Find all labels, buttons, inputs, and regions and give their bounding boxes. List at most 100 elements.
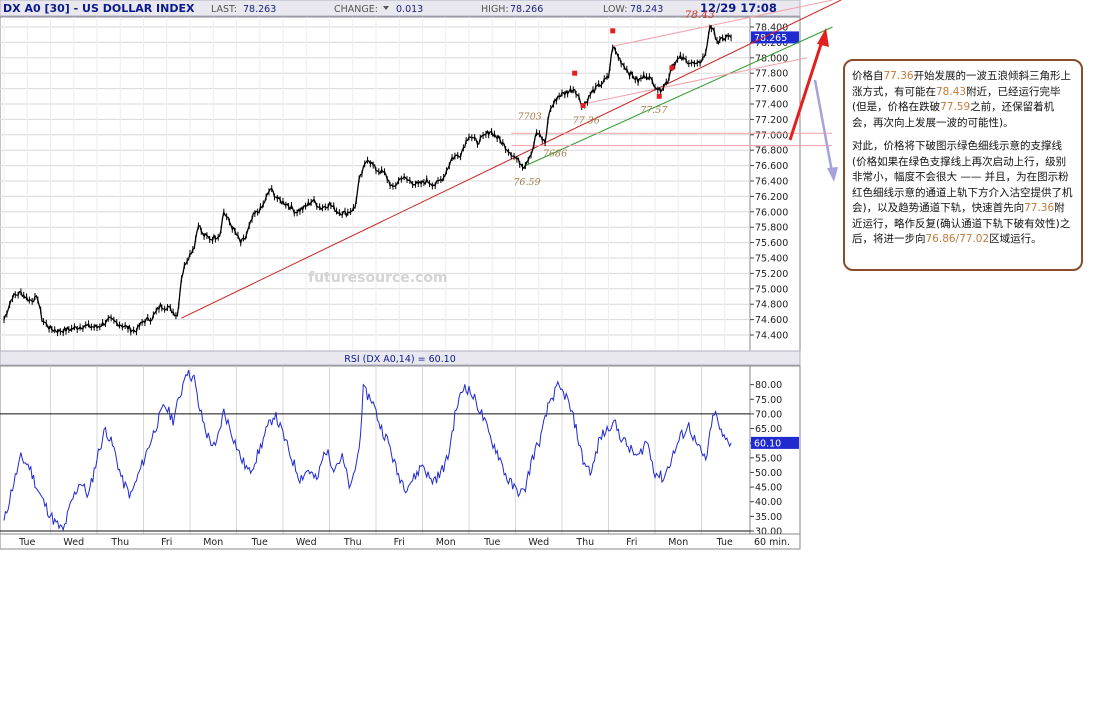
analysis-paragraph-1: 价格自77.36开始发展的一波五浪倾斜三角形上涨方式，有可能在78.43附近，已… — [852, 69, 1075, 131]
analysis-text: 区域运行。 — [989, 233, 1042, 245]
high-label: HIGH: — [481, 4, 509, 15]
price-tick-label: 74.800 — [755, 300, 788, 311]
clock: 12/29 17:08 — [700, 1, 777, 15]
rsi-tick-label: 70.00 — [755, 409, 782, 420]
wave-marker — [572, 70, 578, 76]
down-projection-arrow — [813, 79, 834, 173]
x-day-label: Wed — [528, 537, 549, 548]
price-tick-label: 75.000 — [755, 284, 788, 295]
wave-marker — [669, 65, 675, 71]
analysis-text: 附近，已经运行完毕(但是，价格在跌破 — [852, 85, 1061, 114]
trendlines — [181, 0, 842, 319]
rsi-plot-area — [0, 365, 751, 535]
symbol-title: DX A0 [30] - US DOLLAR INDEX — [3, 2, 195, 15]
price-plot-area — [0, 16, 751, 352]
analysis-text: 价格自 — [852, 70, 884, 82]
rsi-tick-label: 40.00 — [755, 497, 782, 508]
wave-marker — [610, 28, 616, 34]
x-day-label: Tue — [251, 537, 268, 548]
price-tick-label: 76.400 — [755, 177, 788, 188]
x-day-label: Wed — [296, 537, 317, 548]
last-value: 78.263 — [243, 4, 276, 15]
x-day-label: Fri — [161, 537, 172, 548]
wave-label: 77.57 — [640, 105, 668, 116]
rsi-current-label: 60.10 — [754, 438, 781, 449]
price-tick-label: 75.200 — [755, 269, 788, 280]
rsi-axis: 30.0035.0040.0045.0050.0055.0060.0065.00… — [750, 380, 799, 538]
wave-label: 77.36 — [573, 115, 600, 126]
analysis-highlight: 77.36 — [883, 70, 914, 82]
last-label: LAST: — [211, 4, 237, 15]
markers — [572, 28, 675, 109]
x-day-label: Wed — [63, 537, 84, 548]
price-tick-label: 77.400 — [755, 100, 788, 111]
x-day-label: Tue — [18, 537, 35, 548]
low-value: 78.243 — [630, 4, 663, 15]
price-tick-label: 74.400 — [755, 331, 788, 342]
x-axis-area — [0, 533, 801, 550]
rsi-tick-label: 55.00 — [755, 453, 782, 464]
rsi-tick-label: 65.00 — [755, 424, 782, 435]
change-label: CHANGE: — [334, 4, 378, 15]
x-day-label: Thu — [343, 537, 362, 548]
x-axis: Tue Wed Thu Fri Mon Tue Wed Thu Fri Mon Tue Wed Thu F… — [18, 537, 790, 548]
analysis-highlight: 77.59 — [940, 101, 971, 113]
x-day-label: Fri — [626, 537, 637, 548]
analysis-highlight: 76.86/77.02 — [925, 233, 990, 245]
x-day-label: Mon — [668, 537, 688, 548]
rsi-line — [3, 369, 732, 532]
current-price-label: 78.265 — [754, 33, 787, 44]
projection-arrows — [788, 28, 838, 182]
analysis-text: 对此，价格将下破图示绿色细线示意的支撑线(价格如果在绿色支撑线上再次启动上行，级… — [852, 140, 1073, 214]
wave-label: 78.43 — [685, 9, 715, 21]
analysis-text: 附近运行，略作反复(确认通道下轨下破有效性)之后，将进一步向 — [852, 202, 1071, 245]
price-tick-label: 76.800 — [755, 146, 788, 157]
price-tick-label: 78.400 — [755, 23, 788, 34]
analysis-note-box: 价格自77.36开始发展的一波五浪倾斜三角形上涨方式，有可能在78.43附近，已… — [843, 59, 1083, 271]
x-day-label: Mon — [203, 537, 223, 548]
trendline-green-support — [523, 26, 833, 167]
current-price-tag — [751, 31, 799, 44]
price-tick-label: 77.600 — [755, 84, 788, 95]
rsi-current-tag — [751, 436, 799, 449]
wave-marker — [580, 103, 586, 109]
price-tick-label: 78.000 — [755, 53, 788, 64]
price-tick-label: 76.000 — [755, 207, 788, 218]
up-projection-arrow — [788, 37, 825, 141]
wave-label: 76.59 — [513, 177, 540, 188]
change-value: 0.013 — [396, 4, 423, 15]
price-tick-label: 75.600 — [755, 238, 788, 249]
price-tick-label: 77.000 — [755, 130, 788, 141]
trendline-pink-channel-lower — [583, 57, 808, 105]
x-day-label: Tue — [483, 537, 500, 548]
rsi-tick-label: 45.00 — [755, 483, 782, 494]
price-tick-label: 76.600 — [755, 161, 788, 172]
rsi-tick-label: 75.00 — [755, 395, 782, 406]
price-tick-label: 77.800 — [755, 69, 788, 80]
up-arrow-head-icon — [817, 28, 829, 47]
analysis-text: 之前，还保留着机会，再次向上发展一波的可能性)。 — [852, 101, 1055, 129]
rsi-tick-label: 50.00 — [755, 468, 782, 479]
price-tick-label: 75.800 — [755, 223, 788, 234]
header-bar — [0, 0, 801, 17]
price-tick-label: 77.200 — [755, 115, 788, 126]
wave-label: 7703 — [518, 111, 542, 122]
x-day-label: Thu — [110, 537, 129, 548]
trendline-pink-channel-upper — [612, 0, 833, 47]
x-day-label: Fri — [394, 537, 405, 548]
analysis-highlight: 78.43 — [936, 85, 967, 98]
price-grid — [0, 17, 750, 351]
watermark: futuresource.com — [308, 270, 448, 286]
x-day-label: Mon — [436, 537, 456, 548]
price-tick-label: 78.200 — [755, 38, 788, 49]
price-series — [3, 23, 732, 337]
price-tick-label: 74.600 — [755, 315, 788, 326]
x-interval-label: 60 min. — [754, 537, 790, 548]
rsi-tick-label: 30.00 — [755, 527, 782, 538]
down-arrow-head-icon — [827, 167, 838, 182]
x-day-label: Tue — [716, 537, 733, 548]
price-tick-label: 75.400 — [755, 254, 788, 265]
high-value: 78.266 — [510, 4, 543, 15]
